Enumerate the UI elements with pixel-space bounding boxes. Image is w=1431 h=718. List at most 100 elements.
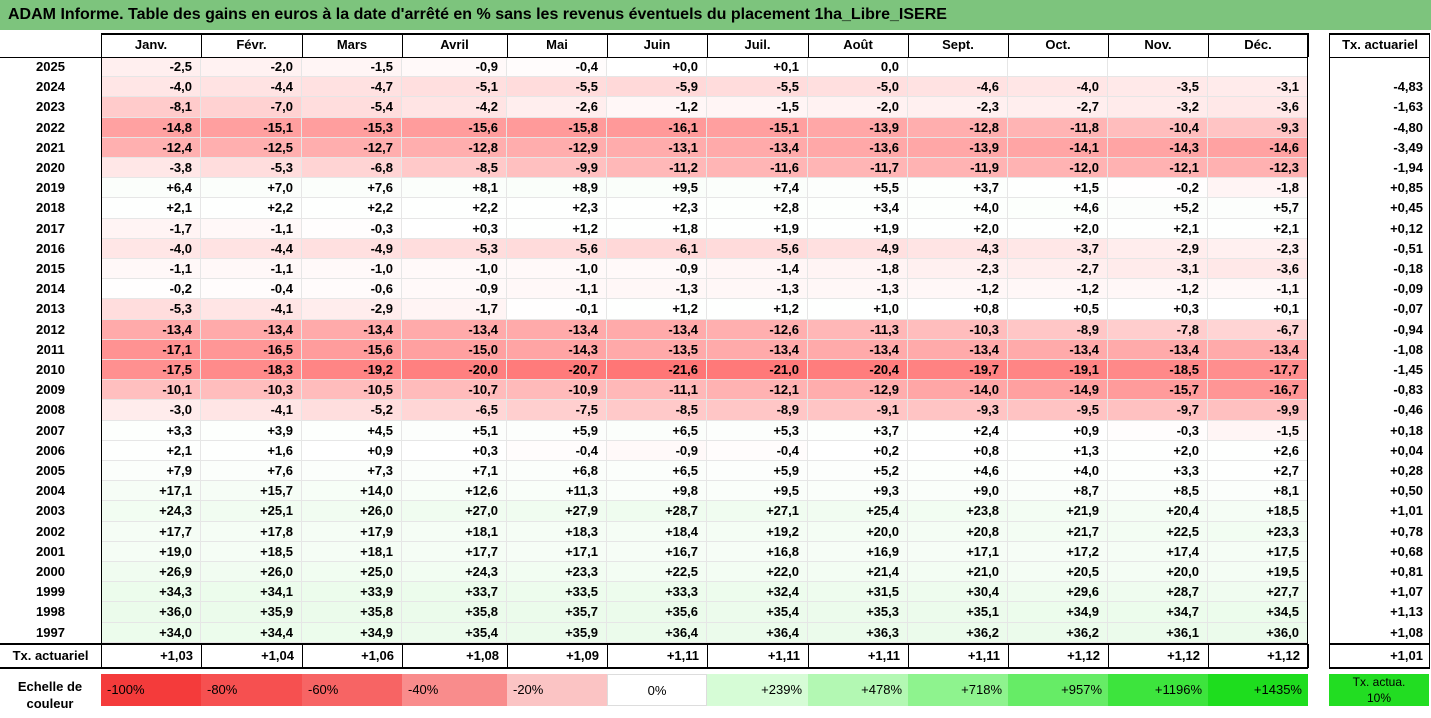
value-cell: -15,8 [507,117,607,138]
value-cell: +18,1 [302,541,402,562]
value-cell: -15,6 [402,117,507,138]
grid-line [1329,57,1430,58]
value-cell: +0,2 [808,440,908,461]
value-cell: -9,1 [808,400,908,421]
row-year: 2002 [36,523,65,539]
value-cell: -12,4 [101,137,201,158]
footer-label: Tx. actuariel [12,647,89,663]
row-tx-actuariel: -1,94 [1393,160,1423,175]
value-cell: -11,1 [607,380,707,401]
value-cell: -5,2 [302,400,402,421]
value-cell: +36,4 [707,622,808,643]
value-cell: +35,7 [507,602,607,623]
value-cell: +22,0 [707,562,808,583]
value-cell: -1,2 [908,279,1008,300]
value-cell: +36,1 [1108,622,1208,643]
value-cell: -14,1 [1008,137,1108,158]
value-cell: +0,1 [1208,299,1308,320]
value-cell: -4,0 [101,238,201,259]
row-tx-actuariel: +0,78 [1390,523,1423,539]
value-cell: +18,4 [607,521,707,542]
month-header: Août [843,37,873,52]
value-cell: -15,1 [201,117,302,138]
value-cell: -4,4 [201,77,302,98]
color-scale-swatch: -80% [201,673,302,706]
value-cell: +18,5 [1208,501,1308,522]
value-cell: -6,1 [607,238,707,259]
value-cell: -7,5 [507,400,607,421]
value-cell: +8,1 [1208,481,1308,502]
value-cell: +3,3 [1108,461,1208,482]
value-cell: -21,6 [607,360,707,381]
value-cell: +12,6 [402,481,507,502]
value-cell: -11,8 [1008,117,1108,138]
value-cell: -1,1 [1208,279,1308,300]
value-cell: -8,9 [707,400,808,421]
value-cell: -0,2 [1108,178,1208,199]
value-cell: -17,1 [101,339,201,360]
row-year: 2023 [36,99,65,115]
value-cell: -0,3 [302,218,402,239]
value-cell [1108,57,1208,78]
value-cell: -4,9 [302,238,402,259]
row-tx-actuariel: +0,04 [1390,442,1423,458]
value-cell: +6,8 [507,461,607,482]
value-cell: +14,0 [302,481,402,502]
value-cell: -5,0 [808,77,908,98]
color-scale-label: Echelle de couleur [17,678,83,711]
value-cell: +35,8 [302,602,402,623]
value-cell: -0,4 [201,279,302,300]
value-cell: -10,5 [302,380,402,401]
value-cell [908,57,1008,78]
value-cell: +35,9 [201,602,302,623]
value-cell: +17,8 [201,521,302,542]
row-year: 2024 [36,79,65,95]
value-cell: +4,6 [1008,198,1108,219]
month-header: Févr. [236,37,267,52]
row-tx-actuariel: +0,18 [1390,422,1423,438]
value-cell: +20,0 [1108,562,1208,583]
value-cell: -15,1 [707,117,808,138]
value-cell: +19,2 [707,521,808,542]
value-cell: +0,5 [1008,299,1108,320]
value-cell: +9,0 [908,481,1008,502]
value-cell: +0,9 [302,440,402,461]
value-cell: +35,6 [607,602,707,623]
value-cell: -1,1 [201,218,302,239]
value-cell: -9,3 [1208,117,1308,138]
value-cell: -2,9 [1108,238,1208,259]
value-cell: -14,0 [908,380,1008,401]
value-cell: +27,7 [1208,582,1308,603]
value-cell: -6,8 [302,158,402,179]
value-cell: +1,9 [808,218,908,239]
value-cell: +35,9 [507,622,607,643]
month-header: Nov. [1144,37,1172,52]
value-cell: -13,4 [101,319,201,340]
value-cell: +32,4 [707,582,808,603]
row-tx-actuariel [1329,57,1431,77]
row-tx-actuariel: +1,13 [1390,604,1423,620]
row-tx-actuariel: -1,08 [1393,341,1423,357]
footer-value: +1,03 [160,647,193,663]
value-cell: +1,9 [707,218,808,239]
value-cell: -11,6 [707,158,808,179]
grid-line [1308,33,1309,57]
row-year: 1998 [36,604,65,620]
row-year: 2000 [36,564,65,579]
value-cell: -14,3 [1108,137,1208,158]
value-cell: -17,5 [101,360,201,381]
tx-actuariel-swatch: Tx. actua. 10% [1329,673,1429,706]
grid-line [1008,643,1009,668]
value-cell: -6,7 [1208,319,1308,340]
value-cell: +1,0 [808,299,908,320]
value-cell: +35,3 [808,602,908,623]
value-cell: +6,5 [607,461,707,482]
value-cell: -13,9 [908,137,1008,158]
value-cell: +8,1 [402,178,507,199]
month-header: Juin [643,37,671,52]
value-cell: +36,2 [908,622,1008,643]
month-header: Juil. [744,37,771,52]
row-tx-actuariel: -0,94 [1393,321,1423,337]
value-cell: -3,6 [1208,97,1308,118]
value-cell: +4,0 [908,198,1008,219]
